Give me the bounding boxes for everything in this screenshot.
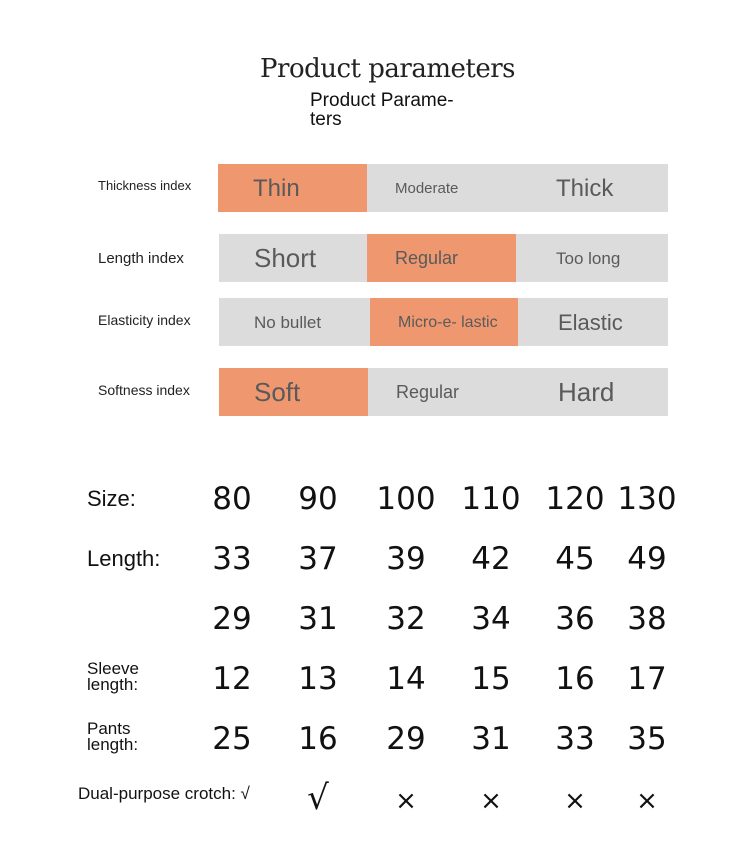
size-cell: 33 bbox=[555, 721, 595, 757]
size-cell: 130 bbox=[617, 481, 677, 517]
index-option: Moderate bbox=[367, 164, 516, 212]
size-cell: 45 bbox=[555, 541, 595, 577]
size-cell: 120 bbox=[545, 481, 605, 517]
index-option-selected: Micro-e- lastic bbox=[370, 298, 518, 346]
size-cell: 16 bbox=[298, 721, 338, 757]
crotch-mark: √ bbox=[307, 778, 329, 818]
index-option: Short bbox=[219, 234, 367, 282]
size-cell: 14 bbox=[386, 661, 426, 697]
index-option: Hard bbox=[518, 368, 668, 416]
index-label: Elasticity index bbox=[98, 312, 191, 328]
index-option-selected: Soft bbox=[219, 368, 368, 416]
size-cell: 38 bbox=[627, 601, 667, 637]
size-cell: 16 bbox=[555, 661, 595, 697]
size-cell: 110 bbox=[461, 481, 521, 517]
size-row-label: Dual-purpose crotch: √ bbox=[78, 784, 250, 803]
size-cell: 37 bbox=[298, 541, 338, 577]
size-cell: 12 bbox=[212, 661, 252, 697]
index-option: Regular bbox=[368, 368, 518, 416]
size-cell: 35 bbox=[627, 721, 667, 757]
size-cell: 49 bbox=[627, 541, 667, 577]
crotch-mark: × bbox=[636, 786, 658, 816]
size-cell: 31 bbox=[471, 721, 511, 757]
size-cell: 31 bbox=[298, 601, 338, 637]
index-option: Elastic bbox=[518, 298, 668, 346]
size-cell: 29 bbox=[386, 721, 426, 757]
crotch-mark: × bbox=[564, 786, 586, 816]
size-cell: 25 bbox=[212, 721, 252, 757]
size-cell: 17 bbox=[627, 661, 667, 697]
index-option: Thick bbox=[516, 164, 668, 212]
index-bar: Soft Regular Hard bbox=[219, 368, 668, 416]
index-label: Thickness index bbox=[98, 178, 192, 193]
size-cell: 42 bbox=[471, 541, 511, 577]
size-cell: 15 bbox=[471, 661, 511, 697]
index-option: No bullet bbox=[219, 298, 370, 346]
index-bar: Short Regular Too long bbox=[219, 234, 668, 282]
index-label: Length index bbox=[98, 250, 184, 267]
size-cell: 33 bbox=[212, 541, 252, 577]
size-cell: 39 bbox=[386, 541, 426, 577]
index-label: Softness index bbox=[98, 382, 190, 398]
crotch-mark: × bbox=[395, 786, 417, 816]
index-option-selected: Thin bbox=[218, 164, 367, 212]
size-row-label: Pants length: bbox=[87, 719, 139, 754]
size-cell: 36 bbox=[555, 601, 595, 637]
index-option: Too long bbox=[516, 234, 668, 282]
page-subtitle: Product Parame- ters bbox=[310, 90, 454, 130]
size-cell: 34 bbox=[471, 601, 511, 637]
index-bar: No bullet Micro-e- lastic Elastic bbox=[219, 298, 668, 346]
size-row-label: Size: bbox=[87, 486, 136, 511]
size-row-label: Length: bbox=[87, 546, 161, 571]
crotch-mark: × bbox=[480, 786, 502, 816]
index-option-selected: Regular bbox=[367, 234, 516, 282]
size-cell: 90 bbox=[298, 481, 338, 517]
size-cell: 100 bbox=[376, 481, 436, 517]
size-cell: 80 bbox=[212, 481, 252, 517]
size-row-label: Sleeve length: bbox=[87, 659, 139, 694]
index-bar: Thin Moderate Thick bbox=[218, 164, 668, 212]
page-title: Product parameters bbox=[260, 54, 515, 84]
size-cell: 32 bbox=[386, 601, 426, 637]
size-cell: 29 bbox=[212, 601, 252, 637]
size-cell: 13 bbox=[298, 661, 338, 697]
